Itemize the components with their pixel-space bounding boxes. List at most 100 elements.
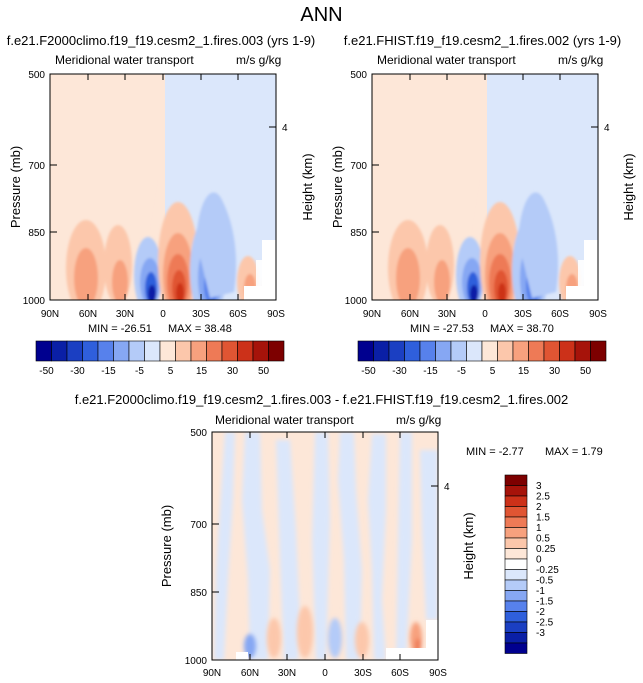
panel2-xtick-90s: 90S	[589, 309, 607, 320]
colorbar-box	[504, 548, 528, 560]
panel3-xtick-60n: 60N	[241, 668, 259, 679]
colorbar-box	[190, 340, 207, 362]
panel3-units-label: m/s g/kg	[396, 413, 442, 427]
panel2-ytick-850: 850	[350, 228, 367, 239]
colorbar-box	[144, 340, 161, 362]
panel1-xtick-90s: 90S	[267, 309, 285, 320]
panel2-xtick-60s: 60S	[551, 309, 569, 320]
colorbar-box	[504, 537, 528, 549]
colorbar-box	[51, 340, 68, 362]
colorbar-box	[504, 506, 528, 518]
panel1-colorbar-boxes	[35, 340, 285, 362]
panel3-cbar-label: -0.25	[536, 565, 559, 576]
panel3-cbar-label: 0.25	[536, 544, 556, 555]
panel2-xtick-30s: 30S	[514, 309, 532, 320]
panel3-variable-label: Meridional water transport	[215, 413, 354, 427]
colorbar-box	[175, 340, 192, 362]
panel1-cbar-label: -15	[101, 366, 116, 377]
colorbar-box	[450, 340, 467, 362]
panel2-ytick-1000: 1000	[345, 296, 368, 307]
panel1-xtick-90n: 90N	[41, 309, 59, 320]
panel2-xtick-60n: 60N	[401, 309, 419, 320]
colorbar-box	[504, 558, 528, 570]
panel2-xtick-30n: 30N	[438, 309, 456, 320]
panel3-colorbar-boxes	[504, 474, 528, 654]
panel2-cbar-label: -5	[457, 366, 466, 377]
panel3-cbar-label: 0.5	[536, 534, 550, 545]
panel3-cbar-label: 2	[536, 502, 542, 513]
colorbar-box	[66, 340, 83, 362]
panel3-ytick-700: 700	[190, 520, 207, 531]
panel3-xtick-30n: 30N	[278, 668, 296, 679]
panel2-cbar-label: 30	[549, 366, 561, 377]
panel2-cbar-label: -50	[361, 366, 376, 377]
colorbar-box	[504, 527, 528, 539]
colorbar-box	[357, 340, 374, 362]
panel1-y2tick-4: 4	[282, 123, 288, 134]
panel3-cbar-label: -2	[536, 607, 545, 618]
panel3-cbar-label: 3	[536, 481, 542, 492]
panel3-cbar-label: -1.5	[536, 597, 554, 608]
panel1-max-label: MAX = 38.48	[168, 323, 232, 335]
panel1-ytick-500: 500	[28, 70, 45, 81]
panel3-xtick-0: 0	[322, 668, 328, 679]
panel3-xtick-90n: 90N	[203, 668, 221, 679]
panel2-units-label: m/s g/kg	[558, 53, 604, 67]
colorbar-box	[504, 632, 528, 644]
colorbar-box	[252, 340, 269, 362]
colorbar-box	[574, 340, 591, 362]
panel1-y2-axis-label: Height (km)	[300, 153, 315, 220]
panel1-cbar-label: -5	[135, 366, 144, 377]
panel2-colorbar: -50 -30 -15 -5 5 15 30 50	[357, 340, 607, 377]
panel1-cbar-label: 5	[168, 366, 174, 377]
colorbar-box	[504, 569, 528, 581]
panel2-ytick-700: 700	[350, 161, 367, 172]
panel3-y-axis-label: Pressure (mb)	[159, 505, 174, 587]
panel1-units-label: m/s g/kg	[236, 53, 282, 67]
colorbar-box	[504, 485, 528, 497]
colorbar-box	[419, 340, 436, 362]
panel1-xtick-0: 0	[160, 309, 166, 320]
colorbar-box	[237, 340, 254, 362]
colorbar-box	[35, 340, 52, 362]
panel3-y2-axis-label: Height (km)	[461, 512, 476, 579]
panel1-min-label: MIN = -26.51	[88, 323, 152, 335]
colorbar-box	[504, 474, 528, 486]
colorbar-box	[435, 340, 452, 362]
panel2-xtick-90n: 90N	[363, 309, 381, 320]
colorbar-box	[504, 590, 528, 602]
panel1-xtick-60n: 60N	[79, 309, 97, 320]
panel1-cbar-label: 30	[227, 366, 239, 377]
panel3-cbar-label: -3	[536, 628, 545, 639]
panel1-ytick-700: 700	[28, 161, 45, 172]
colorbar-box	[504, 600, 528, 612]
colorbar-box	[159, 340, 176, 362]
panel1-cbar-label: -30	[70, 366, 85, 377]
panel1-xtick-30s: 30S	[192, 309, 210, 320]
panel1-variable-label: Meridional water transport	[55, 53, 194, 67]
panel1-xtick-60s: 60S	[229, 309, 247, 320]
panel2-y2-axis-label: Height (km)	[621, 153, 636, 220]
panel3-ytick-500: 500	[190, 428, 207, 439]
panel1-colorbar: -50 -30 -15 -5 5 15 30 50	[35, 340, 285, 377]
panel3-cbar-label: -2.5	[536, 618, 554, 629]
panel2-min-label: MIN = -27.53	[410, 323, 474, 335]
panel3-max-label: MAX = 1.79	[545, 446, 603, 458]
colorbar-box	[481, 340, 498, 362]
panel1-title: f.e21.F2000climo.f19_f19.cesm2_1.fires.0…	[6, 33, 316, 48]
panel3-ytick-1000: 1000	[185, 656, 208, 667]
colorbar-box	[404, 340, 421, 362]
panel2-y-axis-label: Pressure (mb)	[330, 146, 345, 228]
panel2-plot: Pressure (mb) Height (km) 500 700 850 10…	[330, 70, 636, 335]
colorbar-box	[504, 579, 528, 591]
colorbar-box	[268, 340, 285, 362]
panel1-cbar-label: -50	[39, 366, 54, 377]
colorbar-box	[559, 340, 576, 362]
panel2-cbar-label: -30	[392, 366, 407, 377]
panel2-cbar-label: 5	[490, 366, 496, 377]
colorbar-box	[388, 340, 405, 362]
colorbar-box	[528, 340, 545, 362]
panel1-xtick-30n: 30N	[116, 309, 134, 320]
colorbar-box	[97, 340, 114, 362]
colorbar-box	[504, 495, 528, 507]
